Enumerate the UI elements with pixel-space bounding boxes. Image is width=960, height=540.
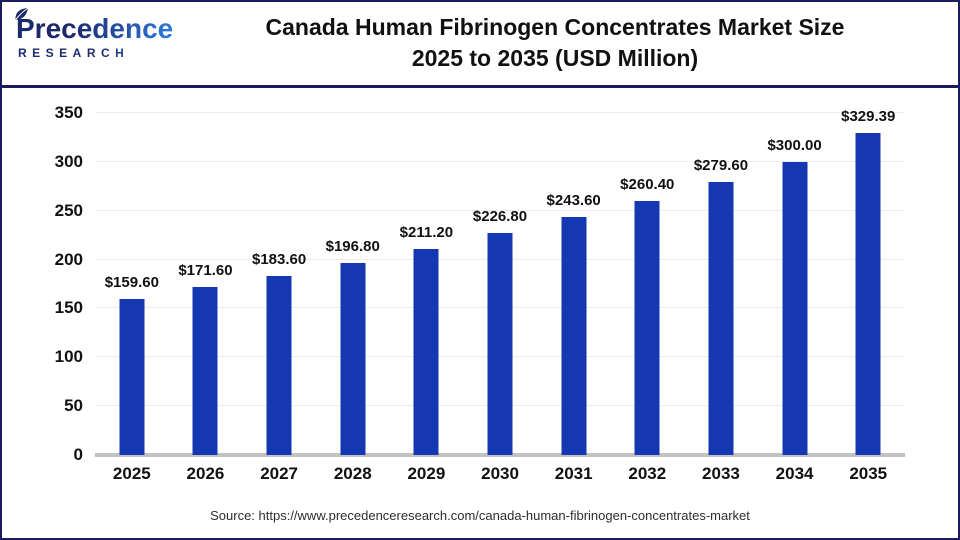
x-tick-label-2026: 2026 — [186, 464, 225, 483]
header-divider — [0, 85, 960, 88]
gridline-250 — [95, 209, 905, 211]
value-label-2034: $300.00 — [767, 136, 822, 154]
value-label-2025: $159.60 — [104, 274, 159, 292]
bar-2028 — [340, 262, 366, 455]
x-axis-labels: 2025 2026 2027 2028 2029 2030 2031 2032 2033 2034… — [95, 464, 905, 484]
x-tick-label-2029: 2029 — [407, 464, 446, 483]
bar-2033 — [708, 181, 734, 455]
y-tick-label-350: 350 — [54, 103, 83, 122]
y-tick-label-200: 200 — [54, 249, 83, 269]
plot-area: $159.60 $171.60 $183.60 $196.80 $211.20 $226.… — [95, 108, 905, 457]
bar-column-2030: $226.80 — [463, 113, 537, 455]
bar-column-2033: $279.60 — [684, 113, 758, 455]
x-tick-label-2034: 2034 — [775, 464, 814, 483]
bar-column-2028: $196.80 — [316, 113, 390, 455]
x-tick-label-2027: 2027 — [260, 464, 299, 483]
bar-2025 — [119, 299, 145, 455]
gridline-350 — [95, 112, 905, 113]
bar-columns: $159.60 $171.60 $183.60 $196.80 $211.20 $226.… — [95, 108, 905, 455]
bar-2029 — [413, 248, 439, 455]
bar-column-2026: $171.60 — [169, 113, 243, 455]
logo-brand-label: Precedence — [16, 13, 174, 44]
header: Precedence RESEARCH Canada Human Fibrino… — [0, 0, 960, 85]
bar-column-2029: $211.20 — [390, 113, 464, 455]
logo-brand-text: Precedence — [15, 7, 176, 44]
value-label-2030: $226.80 — [472, 208, 528, 226]
bar-2026 — [192, 287, 218, 455]
value-label-2026: $171.60 — [178, 262, 233, 280]
bar-column-2031: $243.60 — [537, 113, 611, 455]
x-tick-label-2033: 2033 — [702, 464, 740, 483]
chart-title: Canada Human Fibrinogen Concentrates Mar… — [180, 12, 930, 74]
x-tick-label-2032: 2032 — [628, 464, 667, 483]
gridline-300 — [95, 160, 905, 162]
x-tick-label-2025: 2025 — [112, 464, 151, 483]
chart-title-line1: Canada Human Fibrinogen Concentrates Mar… — [265, 14, 845, 40]
bar-column-2032: $260.40 — [610, 113, 684, 455]
x-axis-line — [95, 453, 905, 457]
y-tick-label-150: 150 — [54, 298, 83, 318]
value-label-2032: $260.40 — [620, 175, 675, 193]
y-tick-label-250: 250 — [54, 200, 83, 220]
bar-2030 — [487, 233, 513, 455]
bar-column-2034: $300.00 — [758, 113, 832, 455]
bar-2035 — [855, 133, 881, 455]
bar-2034 — [782, 161, 808, 455]
x-tick-label-2028: 2028 — [333, 464, 372, 483]
value-label-2028: $196.80 — [325, 237, 380, 255]
source-caption: Source: https://www.precedenceresearch.c… — [210, 508, 750, 523]
value-label-2033: $279.60 — [693, 156, 749, 174]
x-tick-label-2035: 2035 — [849, 464, 888, 483]
logo-sub-label: RESEARCH — [18, 46, 176, 60]
precedence-research-logo: Precedence RESEARCH — [15, 7, 176, 60]
bar-2032 — [634, 200, 660, 455]
y-tick-label-50: 50 — [64, 396, 83, 416]
y-tick-label-0: 0 — [73, 445, 83, 464]
y-tick-label-100: 100 — [54, 347, 83, 367]
bar-2027 — [266, 275, 292, 455]
value-label-2029: $211.20 — [399, 223, 454, 241]
bar-column-2027: $183.60 — [242, 113, 316, 455]
y-tick-label-300: 300 — [54, 151, 83, 171]
x-tick-label-2031: 2031 — [554, 464, 593, 483]
bar-column-2025: $159.60 — [95, 113, 169, 455]
value-label-2027: $183.60 — [251, 250, 307, 268]
chart-title-line2: 2025 to 2035 (USD Million) — [411, 45, 699, 71]
bar-2031 — [561, 216, 587, 455]
x-tick-label-2030: 2030 — [481, 464, 519, 483]
leaf-icon — [15, 7, 29, 21]
value-label-2031: $243.60 — [546, 191, 601, 209]
value-label-2035: $329.39 — [841, 108, 896, 126]
bar-column-2035: $329.39 — [831, 108, 905, 455]
